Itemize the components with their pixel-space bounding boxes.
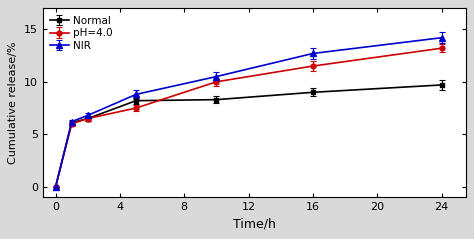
Y-axis label: Cumulative release/%: Cumulative release/% [9, 42, 18, 164]
X-axis label: Time/h: Time/h [233, 218, 276, 231]
Legend: Normal, pH=4.0, NIR: Normal, pH=4.0, NIR [47, 12, 116, 54]
